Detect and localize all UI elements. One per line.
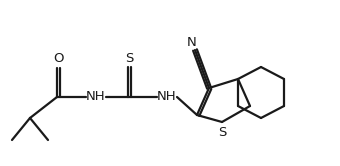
Text: N: N bbox=[187, 36, 197, 48]
Text: NH: NH bbox=[157, 90, 177, 103]
Text: S: S bbox=[125, 51, 133, 65]
Text: S: S bbox=[218, 126, 226, 139]
Text: NH: NH bbox=[86, 90, 106, 103]
Text: O: O bbox=[53, 52, 63, 66]
